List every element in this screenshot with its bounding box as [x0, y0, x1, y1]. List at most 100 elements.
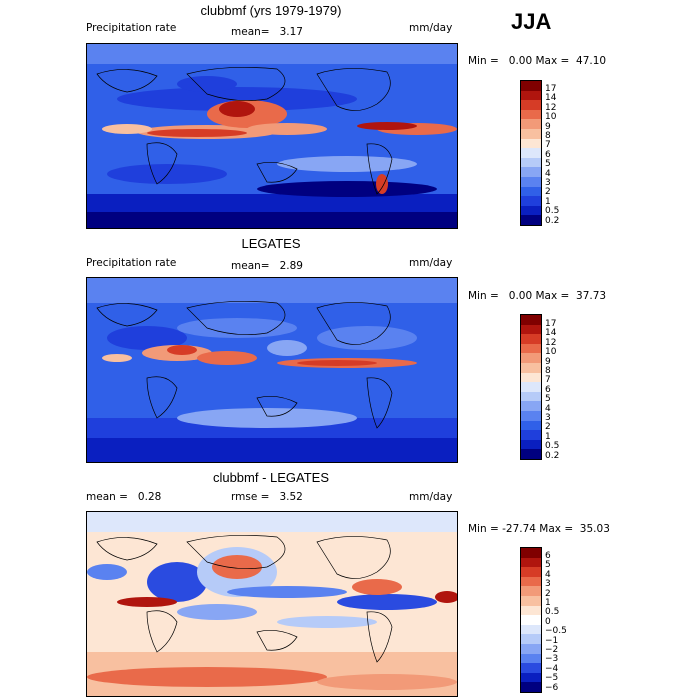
colorbar-swatch: [521, 324, 541, 335]
colorbar-tick-label: 8: [545, 366, 551, 377]
colorbar-tick-label: 1: [545, 598, 551, 609]
colorbar-tick-label: −4: [545, 663, 559, 674]
panel3-map-field: [87, 512, 457, 696]
colorbar-tick-label: 3: [545, 178, 551, 189]
panel1-minmax: Min = 0.00 Max = 47.10: [468, 55, 607, 67]
colorbar-swatch: [521, 100, 541, 110]
colorbar-swatch: [521, 682, 541, 692]
colorbar-tick-label: 0.5: [545, 607, 560, 618]
panel3-units: mm/day: [409, 491, 453, 503]
colorbar-swatch: [521, 353, 541, 363]
colorbar-swatch: [521, 90, 541, 101]
colorbar-swatch: [521, 576, 541, 587]
colorbar-tick-label: 10: [545, 112, 557, 123]
colorbar-tick-label: 4: [545, 403, 551, 414]
colorbar-tick-label: 2: [545, 187, 551, 198]
colorbar-swatch: [521, 119, 541, 129]
colorbar-swatch: [521, 557, 541, 568]
colorbar-tick-label: 3: [545, 579, 551, 590]
panel2-title: LEGATES: [241, 236, 301, 251]
colorbar-tick-label: −5: [545, 673, 559, 684]
colorbar-swatch: [521, 605, 541, 616]
panel3-mean: mean = 0.28: [86, 491, 162, 503]
colorbar-swatch: [521, 205, 541, 216]
colorbar-swatch: [521, 643, 541, 654]
panel2-variable: Precipitation rate: [86, 257, 177, 269]
panel2-map: [86, 277, 458, 463]
colorbar-tick-label: 0.5: [545, 206, 560, 217]
colorbar-tick-label: 2: [545, 422, 551, 433]
panel3-colorbar: [520, 547, 542, 693]
panel2-colorbar: [520, 314, 542, 460]
colorbar-tick-label: 0.2: [545, 215, 560, 226]
colorbar-swatch: [521, 548, 541, 558]
panel3-colorbar-ticks: 6 5 4 3 2 1 0.5 0 −0.5 −1 −2 −3 −4 −5 −6: [545, 551, 575, 693]
colorbar-swatch: [521, 391, 541, 402]
colorbar-swatch: [521, 615, 541, 625]
colorbar-swatch: [521, 624, 541, 635]
colorbar-swatch: [521, 382, 541, 392]
colorbar-swatch: [521, 595, 541, 606]
panel1-map-field: [87, 44, 457, 228]
colorbar-swatch: [521, 410, 541, 421]
colorbar-swatch: [521, 449, 541, 459]
panel2-colorbar-ticks: 17 14 12 10 9 8 7 6 5 4 3 2 1 0.5 0.2: [545, 319, 575, 461]
colorbar-swatch: [521, 167, 541, 177]
colorbar-swatch: [521, 81, 541, 91]
colorbar-tick-label: 10: [545, 347, 557, 358]
colorbar-swatch: [521, 567, 541, 577]
colorbar-tick-label: 6: [545, 149, 551, 160]
colorbar-tick-label: 1: [545, 196, 551, 207]
colorbar-swatch: [521, 672, 541, 683]
colorbar-swatch: [521, 176, 541, 187]
colorbar-tick-label: 0.2: [545, 450, 560, 461]
colorbar-tick-label: 4: [545, 569, 551, 580]
colorbar-tick-label: 5: [545, 159, 551, 170]
panel2-mean: mean= 2.89: [231, 260, 303, 272]
colorbar-tick-label: 0: [545, 616, 551, 627]
season-label: JJA: [511, 9, 552, 34]
colorbar-tick-label: −6: [545, 682, 559, 693]
colorbar-swatch: [521, 343, 541, 354]
panel2-units: mm/day: [409, 257, 453, 269]
colorbar-swatch: [521, 315, 541, 325]
colorbar-tick-label: 14: [545, 328, 557, 339]
panel2-map-field: [87, 278, 457, 462]
colorbar-tick-label: 6: [545, 551, 551, 561]
colorbar-tick-label: 17: [545, 84, 557, 94]
colorbar-tick-label: 5: [545, 394, 551, 405]
panel3-map: [86, 511, 458, 697]
panel1-colorbar: [520, 80, 542, 226]
colorbar-tick-label: 0.5: [545, 441, 560, 452]
colorbar-swatch: [521, 128, 541, 139]
colorbar-tick-label: 17: [545, 319, 557, 329]
colorbar-swatch: [521, 157, 541, 168]
colorbar-tick-label: 7: [545, 140, 551, 151]
colorbar-tick-label: −1: [545, 635, 559, 646]
colorbar-swatch: [521, 401, 541, 411]
colorbar-swatch: [521, 634, 541, 644]
colorbar-tick-label: 5: [545, 560, 551, 571]
colorbar-swatch: [521, 138, 541, 149]
colorbar-tick-label: −0.5: [545, 626, 567, 637]
colorbar-tick-label: 4: [545, 168, 551, 179]
colorbar-swatch: [521, 372, 541, 383]
colorbar-swatch: [521, 215, 541, 225]
colorbar-swatch: [521, 663, 541, 673]
colorbar-tick-label: 12: [545, 102, 557, 113]
colorbar-swatch: [521, 430, 541, 440]
colorbar-swatch: [521, 109, 541, 120]
colorbar-swatch: [521, 334, 541, 344]
panel2-minmax: Min = 0.00 Max = 37.73: [468, 290, 607, 302]
panel1-variable: Precipitation rate: [86, 22, 177, 34]
panel1-map: [86, 43, 458, 229]
colorbar-tick-label: −2: [545, 645, 559, 656]
panel1-title: clubbmf (yrs 1979-1979): [200, 3, 342, 18]
colorbar-swatch: [521, 653, 541, 664]
panel3-rmse: rmse = 3.52: [231, 491, 303, 503]
colorbar-swatch: [521, 362, 541, 373]
colorbar-tick-label: 2: [545, 588, 551, 599]
colorbar-tick-label: 8: [545, 131, 551, 142]
colorbar-tick-label: 6: [545, 384, 551, 395]
panel1-units: mm/day: [409, 22, 453, 34]
